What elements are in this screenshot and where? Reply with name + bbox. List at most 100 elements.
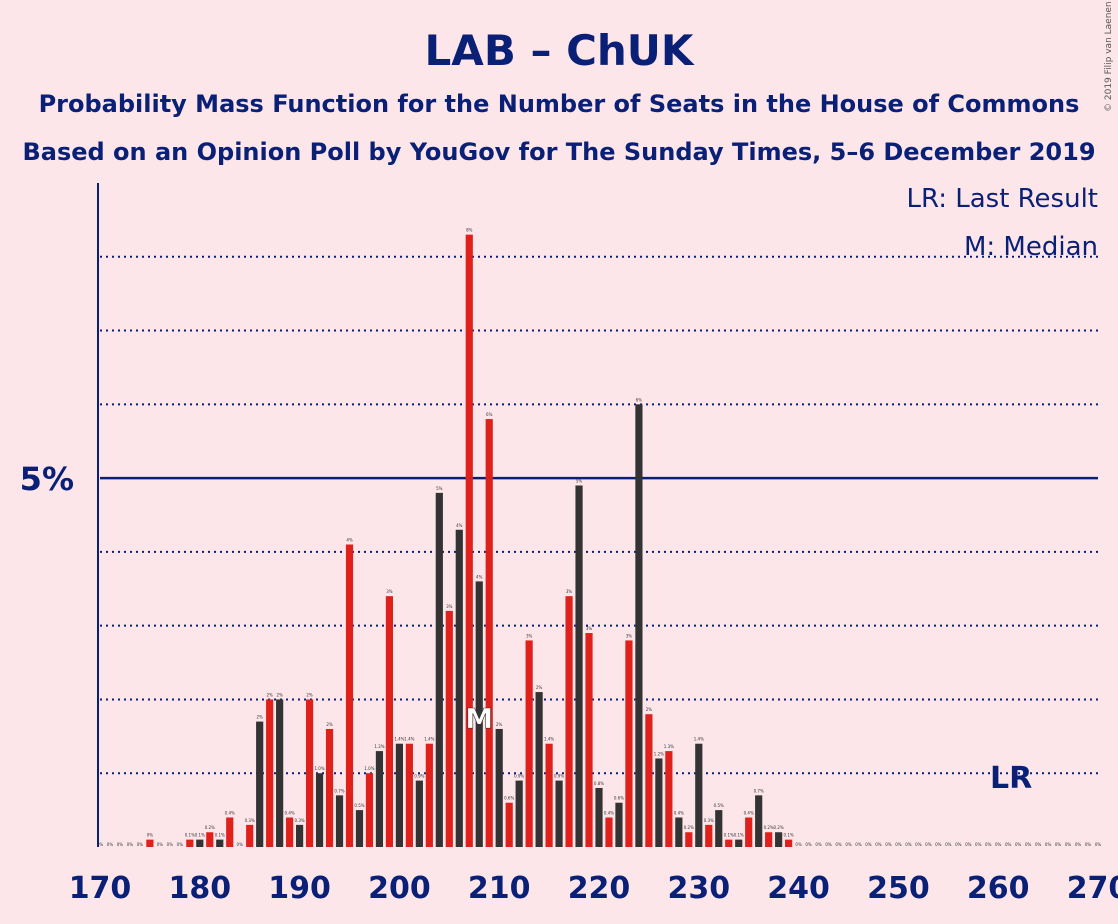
bar-label-221: 0.4%: [604, 810, 614, 815]
x-tick-label: 230: [667, 871, 730, 906]
bar-label-201: 1.4%: [404, 737, 414, 742]
bar-211: [505, 802, 513, 847]
bar-label-222: 0.6%: [614, 796, 624, 801]
bar-202: [415, 780, 423, 847]
bar-197: [365, 773, 374, 847]
bar-label-215: 1.4%: [544, 737, 554, 742]
bar-label-266: 0%: [1055, 842, 1062, 847]
bar-210: [495, 728, 503, 847]
bar-labels: 0% 0% 0% 0% 0%0%0% 0% 0%0.1% 0.1%0.2%0.1%0.4%0%…: [97, 228, 1102, 847]
bar-label-171: 0%: [107, 842, 114, 847]
bar-label-179: 0.1%: [185, 833, 195, 838]
bar-label-229: 0.2%: [684, 825, 694, 830]
bar-label-253: 0%: [925, 842, 932, 847]
bar-226: [655, 758, 663, 847]
bar-216: [555, 780, 563, 847]
bar-label-175: 0%: [147, 833, 154, 838]
bar-180: [196, 839, 204, 847]
bar-label-224: 6%: [636, 397, 643, 402]
bar-200: [395, 743, 403, 847]
bar-label-173: 0%: [127, 842, 134, 847]
bar-label-251: 0%: [905, 842, 912, 847]
bar-label-197: 1.0%: [364, 766, 374, 771]
bar-label-219: 3%: [586, 626, 593, 631]
bar-label-218: 5%: [576, 478, 583, 483]
bar-label-176: 0%: [157, 842, 164, 847]
bar-label-238: 0.2%: [774, 825, 784, 830]
median-marker: M: [465, 702, 493, 735]
bar-label-192: 1.0%: [314, 766, 324, 771]
bar-194: [335, 795, 344, 847]
bar-185: [246, 824, 254, 847]
bar-208: [475, 581, 483, 847]
bar-201: [405, 743, 413, 847]
x-tick-label: 270: [1067, 871, 1118, 906]
bar-label-252: 0%: [915, 842, 922, 847]
bar-207: [465, 234, 473, 848]
bar-label-264: 0%: [1035, 842, 1042, 847]
chart-title: LAB – ChUK: [424, 26, 694, 75]
bar-214: [535, 692, 543, 847]
bar-181: [206, 832, 214, 847]
bar-191: [305, 699, 314, 847]
bar-199: [385, 596, 394, 847]
bar-label-212: 0.9%: [514, 774, 524, 779]
bar-label-233: 0.1%: [724, 833, 734, 838]
legend-last-result: LR: Last Result: [906, 184, 1098, 214]
bar-label-258: 0%: [975, 842, 982, 847]
bar-222: [615, 802, 623, 847]
bar-label-243: 0%: [825, 842, 832, 847]
bar-227: [665, 751, 673, 847]
chart-subtitle-source: Based on an Opinion Poll by YouGov for T…: [22, 138, 1096, 166]
bar-196: [355, 810, 364, 847]
bar-179: [186, 839, 194, 847]
bar-label-259: 0%: [985, 842, 992, 847]
y-tick-label: 5%: [20, 460, 74, 498]
bar-label-177: 0%: [167, 842, 174, 847]
bar-label-239: 0.1%: [784, 833, 794, 838]
bar-label-198: 1.3%: [374, 744, 384, 749]
bar-224: [635, 404, 643, 847]
x-tick-label: 210: [468, 871, 531, 906]
bar-label-240: 0%: [795, 842, 802, 847]
bar-label-242: 0%: [815, 842, 822, 847]
bar-label-254: 0%: [935, 842, 942, 847]
bar-label-228: 0.4%: [674, 810, 684, 815]
bar-212: [515, 780, 523, 847]
x-tick-label: 240: [767, 871, 830, 906]
bar-232: [715, 810, 723, 847]
bar-label-244: 0%: [835, 842, 842, 847]
last-result-marker: LR: [990, 761, 1032, 796]
bar-label-257: 0%: [965, 842, 972, 847]
bar-209: [485, 419, 493, 847]
bar-223: [625, 640, 633, 847]
bar-label-208: 4%: [476, 574, 483, 579]
bar-label-267: 0%: [1065, 842, 1072, 847]
bar-182: [216, 839, 224, 847]
x-tick-label: 220: [568, 871, 631, 906]
bar-204: [435, 492, 443, 847]
bar-label-180: 0.1%: [195, 833, 205, 838]
bar-label-248: 0%: [875, 842, 882, 847]
bar-label-255: 0%: [945, 842, 952, 847]
bar-label-265: 0%: [1045, 842, 1052, 847]
bar-label-213: 3%: [526, 633, 533, 638]
bar-218: [575, 485, 583, 847]
bar-203: [425, 743, 433, 847]
bar-label-184: 0%: [237, 842, 244, 847]
bar-183: [226, 817, 234, 847]
bar-label-249: 0%: [885, 842, 892, 847]
bar-label-174: 0%: [137, 842, 144, 847]
bar-label-237: 0.2%: [764, 825, 774, 830]
bar-label-231: 0.3%: [704, 818, 714, 823]
bar-188: [276, 699, 284, 847]
bar-237: [765, 832, 773, 847]
bar-label-211: 0.6%: [504, 796, 514, 801]
gridlines: [100, 255, 1098, 775]
markers: M LR: [465, 702, 1032, 796]
x-tick-label: 170: [69, 871, 132, 906]
bar-229: [685, 832, 693, 847]
bar-238: [775, 832, 783, 847]
bar-label-236: 0.7%: [754, 788, 764, 793]
